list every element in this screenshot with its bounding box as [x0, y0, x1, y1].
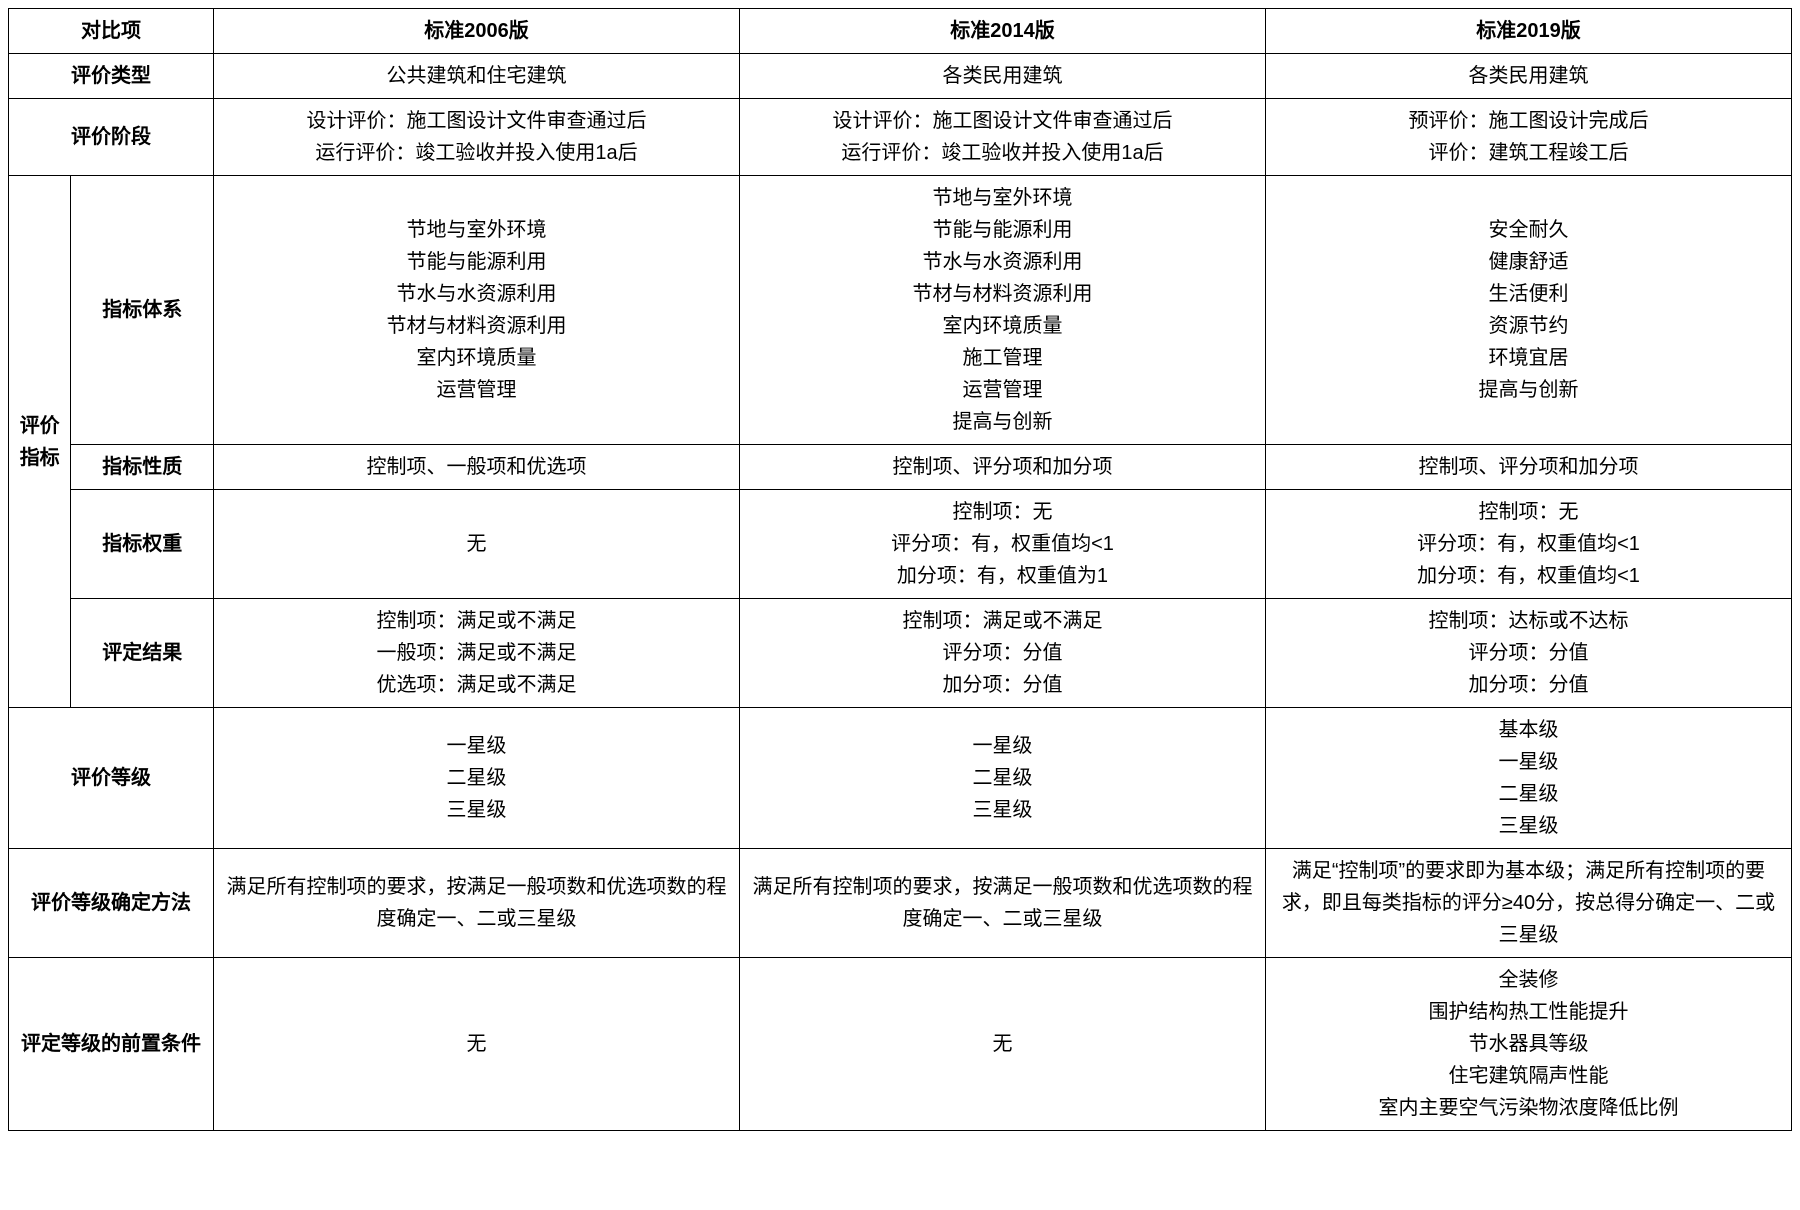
label-indicator-nature: 指标性质	[71, 445, 214, 490]
cell-eval-stage-2006: 设计评价：施工图设计文件审查通过后 运行评价：竣工验收并投入使用1a后	[214, 99, 740, 176]
header-2006: 标准2006版	[214, 9, 740, 54]
row-preconditions: 评定等级的前置条件 无 无 全装修 围护结构热工性能提升 节水器具等级 住宅建筑…	[9, 958, 1792, 1131]
row-eval-stage: 评价阶段 设计评价：施工图设计文件审查通过后 运行评价：竣工验收并投入使用1a后…	[9, 99, 1792, 176]
cell-indicator-system-2019: 安全耐久 健康舒适 生活便利 资源节约 环境宜居 提高与创新	[1265, 176, 1791, 445]
cell-indicator-nature-2006: 控制项、一般项和优选项	[214, 445, 740, 490]
label-eval-indicator-group: 评价指标	[9, 176, 71, 708]
cell-preconditions-2019: 全装修 围护结构热工性能提升 节水器具等级 住宅建筑隔声性能 室内主要空气污染物…	[1265, 958, 1791, 1131]
header-2014: 标准2014版	[740, 9, 1266, 54]
cell-eval-type-2006: 公共建筑和住宅建筑	[214, 54, 740, 99]
cell-grade-method-2019: 满足“控制项”的要求即为基本级；满足所有控制项的要求，即且每类指标的评分≥40分…	[1265, 849, 1791, 958]
cell-indicator-system-2014: 节地与室外环境 节能与能源利用 节水与水资源利用 节材与材料资源利用 室内环境质…	[740, 176, 1266, 445]
cell-eval-type-2014: 各类民用建筑	[740, 54, 1266, 99]
cell-eval-stage-2019: 预评价：施工图设计完成后 评价：建筑工程竣工后	[1265, 99, 1791, 176]
cell-eval-result-2006: 控制项：满足或不满足 一般项：满足或不满足 优选项：满足或不满足	[214, 599, 740, 708]
row-eval-result: 评定结果 控制项：满足或不满足 一般项：满足或不满足 优选项：满足或不满足 控制…	[9, 599, 1792, 708]
label-grade-method: 评价等级确定方法	[9, 849, 214, 958]
cell-eval-grade-2014: 一星级 二星级 三星级	[740, 708, 1266, 849]
row-eval-type: 评价类型 公共建筑和住宅建筑 各类民用建筑 各类民用建筑	[9, 54, 1792, 99]
row-indicator-weight: 指标权重 无 控制项：无 评分项：有，权重值均<1 加分项：有，权重值为1 控制…	[9, 490, 1792, 599]
label-indicator-weight: 指标权重	[71, 490, 214, 599]
header-compare: 对比项	[9, 9, 214, 54]
cell-eval-stage-2014: 设计评价：施工图设计文件审查通过后 运行评价：竣工验收并投入使用1a后	[740, 99, 1266, 176]
cell-eval-type-2019: 各类民用建筑	[1265, 54, 1791, 99]
cell-eval-result-2019: 控制项：达标或不达标 评分项：分值 加分项：分值	[1265, 599, 1791, 708]
cell-indicator-weight-2006: 无	[214, 490, 740, 599]
label-preconditions: 评定等级的前置条件	[9, 958, 214, 1131]
header-2019: 标准2019版	[1265, 9, 1791, 54]
row-indicator-system: 评价指标 指标体系 节地与室外环境 节能与能源利用 节水与水资源利用 节材与材料…	[9, 176, 1792, 445]
cell-grade-method-2006: 满足所有控制项的要求，按满足一般项数和优选项数的程度确定一、二或三星级	[214, 849, 740, 958]
cell-indicator-nature-2014: 控制项、评分项和加分项	[740, 445, 1266, 490]
cell-preconditions-2014: 无	[740, 958, 1266, 1131]
comparison-table: 对比项 标准2006版 标准2014版 标准2019版 评价类型 公共建筑和住宅…	[8, 8, 1792, 1131]
label-indicator-system: 指标体系	[71, 176, 214, 445]
label-eval-result: 评定结果	[71, 599, 214, 708]
cell-preconditions-2006: 无	[214, 958, 740, 1131]
table-header-row: 对比项 标准2006版 标准2014版 标准2019版	[9, 9, 1792, 54]
cell-grade-method-2014: 满足所有控制项的要求，按满足一般项数和优选项数的程度确定一、二或三星级	[740, 849, 1266, 958]
cell-indicator-weight-2014: 控制项：无 评分项：有，权重值均<1 加分项：有，权重值为1	[740, 490, 1266, 599]
cell-indicator-system-2006: 节地与室外环境 节能与能源利用 节水与水资源利用 节材与材料资源利用 室内环境质…	[214, 176, 740, 445]
row-eval-grade: 评价等级 一星级 二星级 三星级 一星级 二星级 三星级 基本级 一星级 二星级…	[9, 708, 1792, 849]
row-grade-method: 评价等级确定方法 满足所有控制项的要求，按满足一般项数和优选项数的程度确定一、二…	[9, 849, 1792, 958]
label-eval-type: 评价类型	[9, 54, 214, 99]
label-eval-stage: 评价阶段	[9, 99, 214, 176]
cell-indicator-nature-2019: 控制项、评分项和加分项	[1265, 445, 1791, 490]
label-eval-grade: 评价等级	[9, 708, 214, 849]
row-indicator-nature: 指标性质 控制项、一般项和优选项 控制项、评分项和加分项 控制项、评分项和加分项	[9, 445, 1792, 490]
cell-eval-grade-2006: 一星级 二星级 三星级	[214, 708, 740, 849]
cell-indicator-weight-2019: 控制项：无 评分项：有，权重值均<1 加分项：有，权重值均<1	[1265, 490, 1791, 599]
cell-eval-grade-2019: 基本级 一星级 二星级 三星级	[1265, 708, 1791, 849]
cell-eval-result-2014: 控制项：满足或不满足 评分项：分值 加分项：分值	[740, 599, 1266, 708]
